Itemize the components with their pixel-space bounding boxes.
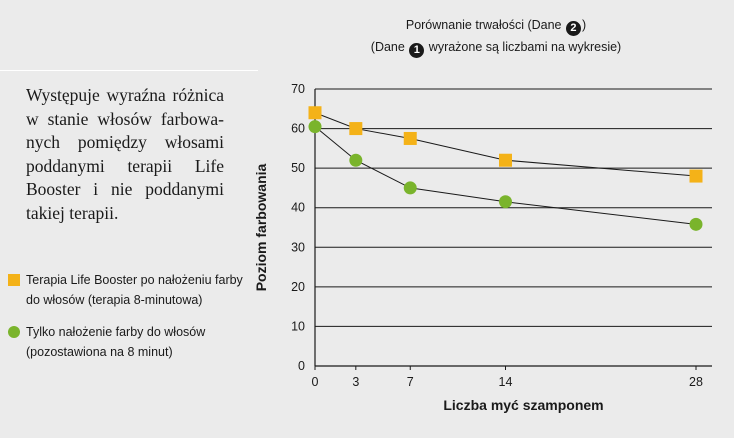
data-point-circle <box>689 217 703 231</box>
title-prefix: Porównanie trwałości (Dane <box>405 18 565 32</box>
y-tick-label: 40 <box>291 201 305 215</box>
data-point-square <box>689 169 703 183</box>
y-tick-label: 60 <box>291 122 305 136</box>
data-point-circle <box>308 120 322 134</box>
data-point-square <box>349 122 363 136</box>
title-suffix: ) <box>581 18 587 32</box>
data-point-square <box>308 106 322 120</box>
data-point-square <box>499 153 512 167</box>
circle-marker-icon <box>8 326 20 338</box>
description-text: Występuje wyraźna różnica w stanie włosó… <box>26 85 224 223</box>
title-badge: 2 <box>565 21 581 36</box>
chart-title-block: Porównanie trwałości (Dane 2) (Dane 1 wy… <box>258 0 734 58</box>
x-tick-label: 14 <box>499 375 513 389</box>
data-point-square <box>403 131 417 145</box>
legend-label: Terapia Life Booster po nałożeniu farby … <box>26 273 243 307</box>
series-line-2 <box>314 126 697 225</box>
y-tick-label: 10 <box>291 319 305 333</box>
y-tick-label: 50 <box>291 161 305 175</box>
x-axis-label: Liczba myć szamponem <box>443 397 603 413</box>
data-point-circle <box>499 195 512 209</box>
x-tick-label: 3 <box>352 375 359 389</box>
data-point-circle <box>349 153 363 167</box>
subtitle-badge: 1 <box>409 43 425 58</box>
x-tick-label: 28 <box>689 375 703 389</box>
y-axis-label: Poziom farbowania <box>253 164 269 292</box>
legend-label: Tylko nałożenie farby do włosów (pozosta… <box>26 325 206 359</box>
legend-item-dye-only: Tylko nałożenie farby do włosów (pozosta… <box>8 322 253 362</box>
x-tick-label: 7 <box>407 375 414 389</box>
square-marker-icon <box>8 274 20 286</box>
data-point-circle <box>403 181 417 195</box>
chart-subtitle: (Dane 1 wyrażone są liczbami na wykresie… <box>258 36 734 58</box>
y-tick-label: 0 <box>298 359 305 373</box>
y-tick-label: 30 <box>291 240 305 254</box>
y-tick-label: 20 <box>291 280 305 294</box>
subtitle-prefix: (Dane <box>370 40 409 54</box>
chart-title: Porównanie trwałości (Dane 2) <box>258 0 734 36</box>
y-tick-label: 70 <box>291 82 305 96</box>
legend-item-life-booster: Terapia Life Booster po nałożeniu farby … <box>8 270 253 310</box>
subtitle-suffix: wyrażone są liczbami na wykresie) <box>425 40 622 54</box>
x-tick-label: 0 <box>312 375 319 389</box>
divider-line <box>0 70 258 71</box>
